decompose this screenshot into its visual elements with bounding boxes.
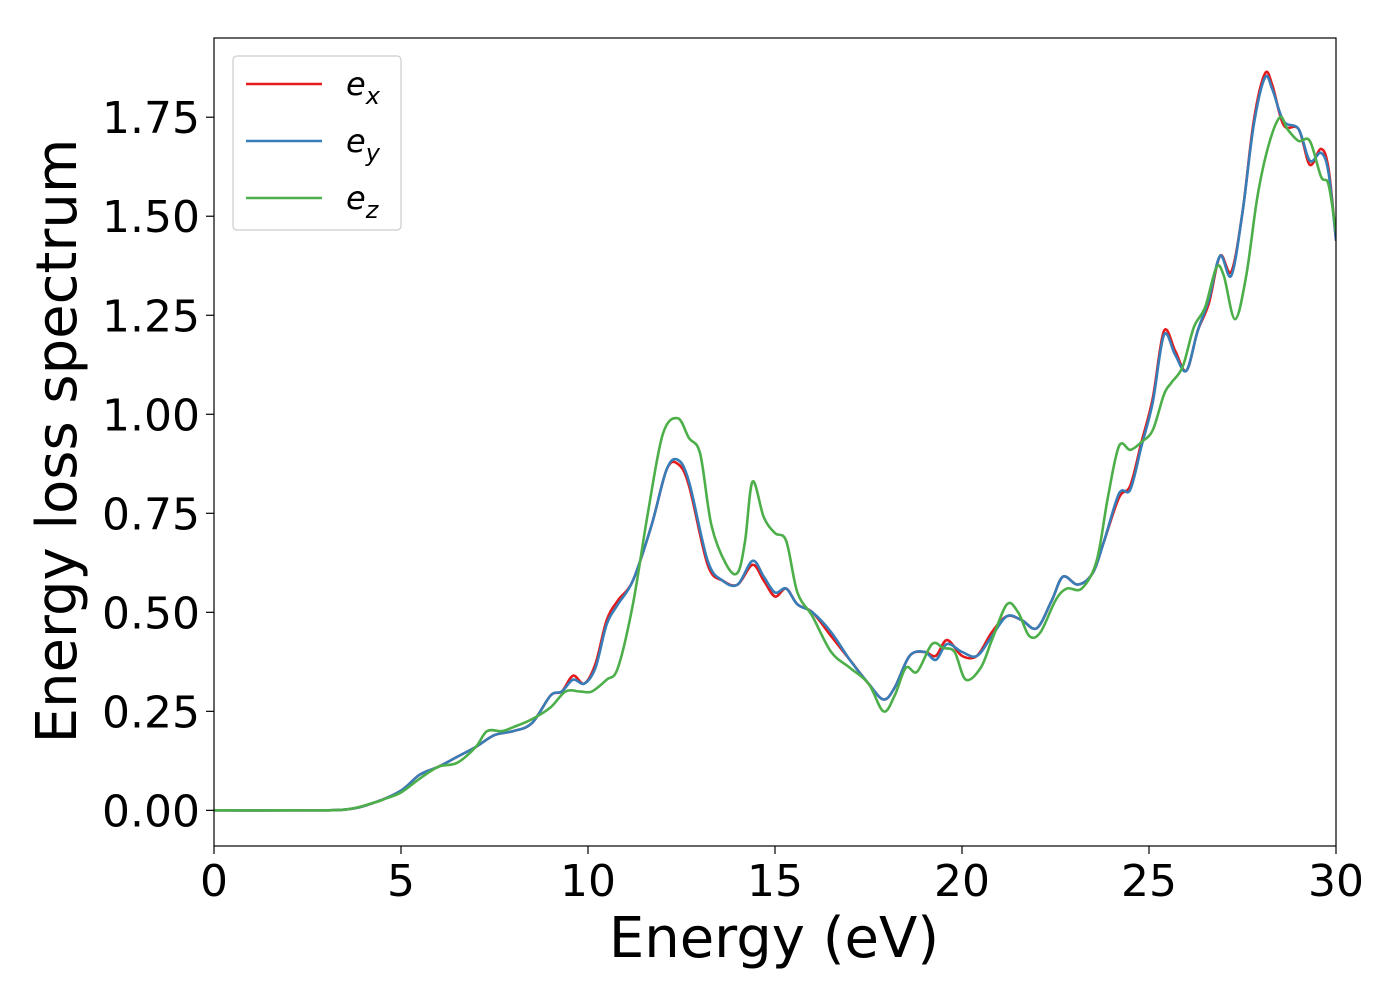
y-tick-label: 0.25 — [102, 687, 200, 738]
x-axis: 0 5 10 15 20 25 30 — [200, 846, 1364, 907]
legend-label-base: e — [346, 179, 366, 217]
legend-label-base: e — [346, 65, 366, 103]
x-tick-label: 0 — [200, 856, 228, 907]
legend-label-x: ex — [346, 65, 381, 110]
y-axis: 0.00 0.25 0.50 0.75 1.00 1.25 1.50 1.75 — [102, 93, 214, 837]
legend-label-z: ez — [346, 179, 380, 224]
y-tick-label: 1.50 — [102, 192, 200, 243]
x-axis-title: Energy (eV) — [609, 906, 939, 971]
y-axis-title: Energy loss spectrum — [25, 139, 90, 744]
series-line-z — [214, 115, 1336, 812]
x-tick-label: 10 — [560, 856, 616, 907]
x-tick-label: 25 — [1121, 856, 1177, 907]
y-tick-label: 1.00 — [102, 390, 200, 441]
y-tick-label: 0.00 — [102, 786, 200, 837]
x-tick-label: 5 — [387, 856, 415, 907]
x-tick-label: 30 — [1308, 856, 1364, 907]
legend-label-subscript: x — [365, 82, 381, 110]
y-tick-label: 1.75 — [102, 93, 200, 144]
legend-label-subscript: z — [365, 196, 380, 224]
y-tick-label: 1.25 — [102, 291, 200, 342]
legend-box — [232, 55, 402, 231]
legend-label-y: ey — [346, 122, 381, 167]
legend-label-subscript: y — [365, 139, 381, 167]
series-layer — [214, 70, 1336, 812]
y-tick-label: 0.50 — [102, 588, 200, 639]
x-tick-label: 20 — [934, 856, 990, 907]
legend-label-base: e — [346, 122, 366, 160]
y-tick-label: 0.75 — [102, 489, 200, 540]
x-tick-label: 15 — [747, 856, 803, 907]
